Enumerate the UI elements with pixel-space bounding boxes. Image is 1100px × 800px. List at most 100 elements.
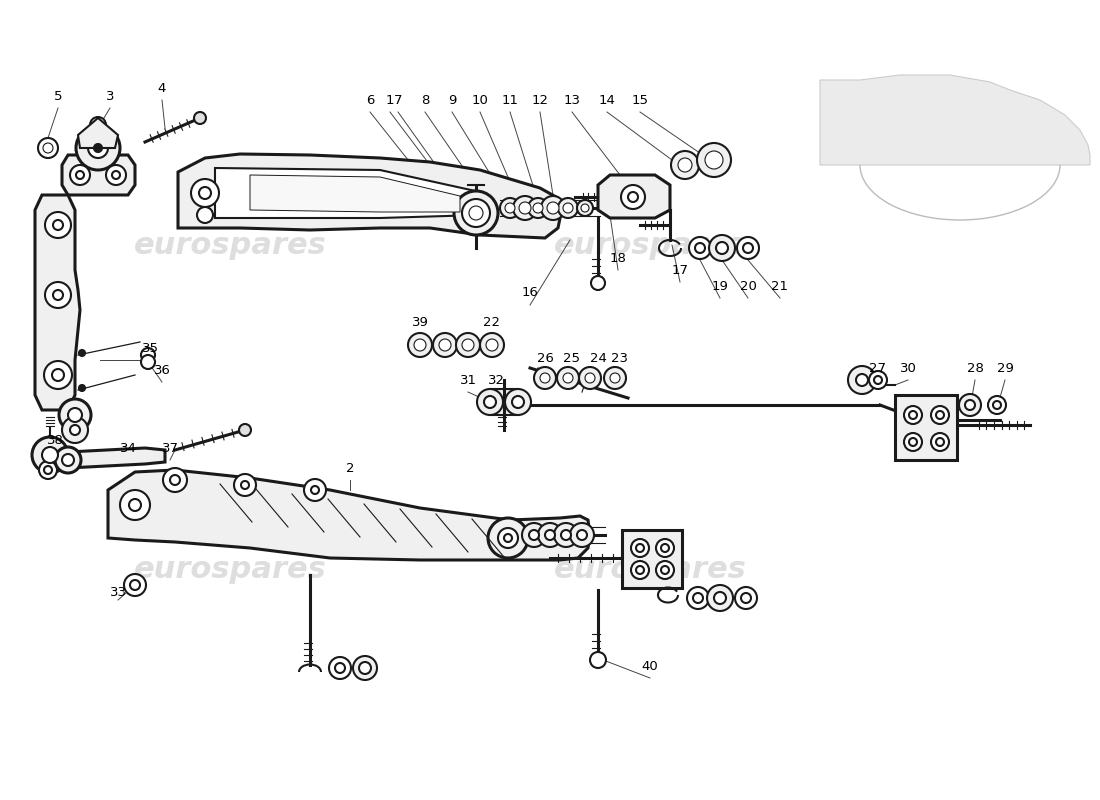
Text: 1: 1: [386, 94, 394, 106]
Circle shape: [578, 530, 587, 540]
Circle shape: [547, 202, 559, 214]
Circle shape: [513, 196, 537, 220]
Bar: [895, 395, 957, 460]
Circle shape: [68, 408, 82, 422]
Polygon shape: [820, 75, 1090, 165]
Circle shape: [129, 499, 141, 511]
Circle shape: [53, 220, 63, 230]
Circle shape: [70, 425, 80, 435]
Circle shape: [931, 433, 949, 451]
Circle shape: [45, 212, 72, 238]
Circle shape: [697, 143, 732, 177]
Text: 34: 34: [120, 442, 136, 454]
Polygon shape: [78, 118, 118, 148]
Circle shape: [32, 437, 68, 473]
Circle shape: [191, 179, 219, 207]
Circle shape: [488, 518, 528, 558]
Circle shape: [141, 355, 155, 369]
Circle shape: [610, 373, 620, 383]
Circle shape: [414, 339, 426, 351]
Text: 12: 12: [531, 94, 549, 106]
Circle shape: [408, 333, 432, 357]
Text: 20: 20: [739, 279, 757, 293]
Text: 17: 17: [671, 263, 689, 277]
Circle shape: [120, 490, 150, 520]
Circle shape: [534, 203, 543, 213]
Text: 3: 3: [106, 90, 114, 102]
Circle shape: [53, 290, 63, 300]
Circle shape: [500, 198, 520, 218]
Circle shape: [585, 373, 595, 383]
Circle shape: [656, 539, 674, 557]
Text: 39: 39: [411, 315, 428, 329]
Polygon shape: [62, 155, 135, 195]
Circle shape: [480, 333, 504, 357]
Circle shape: [693, 593, 703, 603]
Circle shape: [689, 237, 711, 259]
Circle shape: [456, 333, 480, 357]
Circle shape: [197, 207, 213, 223]
Text: 37: 37: [162, 442, 178, 454]
Text: eurospares: eurospares: [133, 230, 327, 259]
Text: 32: 32: [487, 374, 505, 386]
Polygon shape: [490, 389, 518, 415]
Circle shape: [130, 580, 140, 590]
Circle shape: [62, 417, 88, 443]
Circle shape: [522, 523, 546, 547]
Text: 31: 31: [460, 374, 476, 386]
Circle shape: [44, 361, 72, 389]
Circle shape: [869, 371, 887, 389]
Circle shape: [563, 203, 573, 213]
Text: 28: 28: [967, 362, 983, 374]
Circle shape: [909, 411, 917, 419]
Circle shape: [604, 367, 626, 389]
Circle shape: [959, 394, 981, 416]
Circle shape: [661, 544, 669, 552]
Text: 29: 29: [997, 362, 1013, 374]
Text: 2: 2: [345, 462, 354, 474]
Circle shape: [112, 171, 120, 179]
Text: 7: 7: [394, 94, 403, 106]
Circle shape: [59, 399, 91, 431]
Circle shape: [965, 400, 975, 410]
Circle shape: [486, 339, 498, 351]
Circle shape: [454, 191, 498, 235]
Text: 26: 26: [537, 351, 553, 365]
Circle shape: [735, 587, 757, 609]
Circle shape: [44, 466, 52, 474]
Bar: [621, 530, 682, 588]
Circle shape: [742, 243, 754, 253]
Circle shape: [519, 202, 531, 214]
Circle shape: [581, 204, 589, 212]
Polygon shape: [250, 175, 460, 212]
Text: 6: 6: [366, 94, 374, 106]
Circle shape: [336, 663, 345, 673]
Circle shape: [710, 235, 735, 261]
Circle shape: [541, 196, 565, 220]
Circle shape: [558, 198, 578, 218]
Circle shape: [579, 367, 601, 389]
Text: eurospares: eurospares: [133, 555, 327, 585]
Circle shape: [79, 385, 85, 391]
Circle shape: [311, 486, 319, 494]
Circle shape: [52, 369, 64, 381]
Circle shape: [707, 585, 733, 611]
Circle shape: [528, 198, 548, 218]
Circle shape: [741, 593, 751, 603]
Text: 35: 35: [142, 342, 158, 354]
Text: 13: 13: [563, 94, 581, 106]
Circle shape: [477, 389, 503, 415]
Circle shape: [43, 143, 53, 153]
Circle shape: [636, 566, 644, 574]
Text: 9: 9: [448, 94, 456, 106]
Circle shape: [534, 367, 556, 389]
Circle shape: [591, 276, 605, 290]
Circle shape: [76, 171, 84, 179]
Polygon shape: [68, 448, 165, 468]
Circle shape: [904, 406, 922, 424]
Circle shape: [688, 587, 710, 609]
Circle shape: [540, 373, 550, 383]
Polygon shape: [214, 168, 480, 218]
Circle shape: [561, 530, 571, 540]
Polygon shape: [108, 470, 590, 560]
